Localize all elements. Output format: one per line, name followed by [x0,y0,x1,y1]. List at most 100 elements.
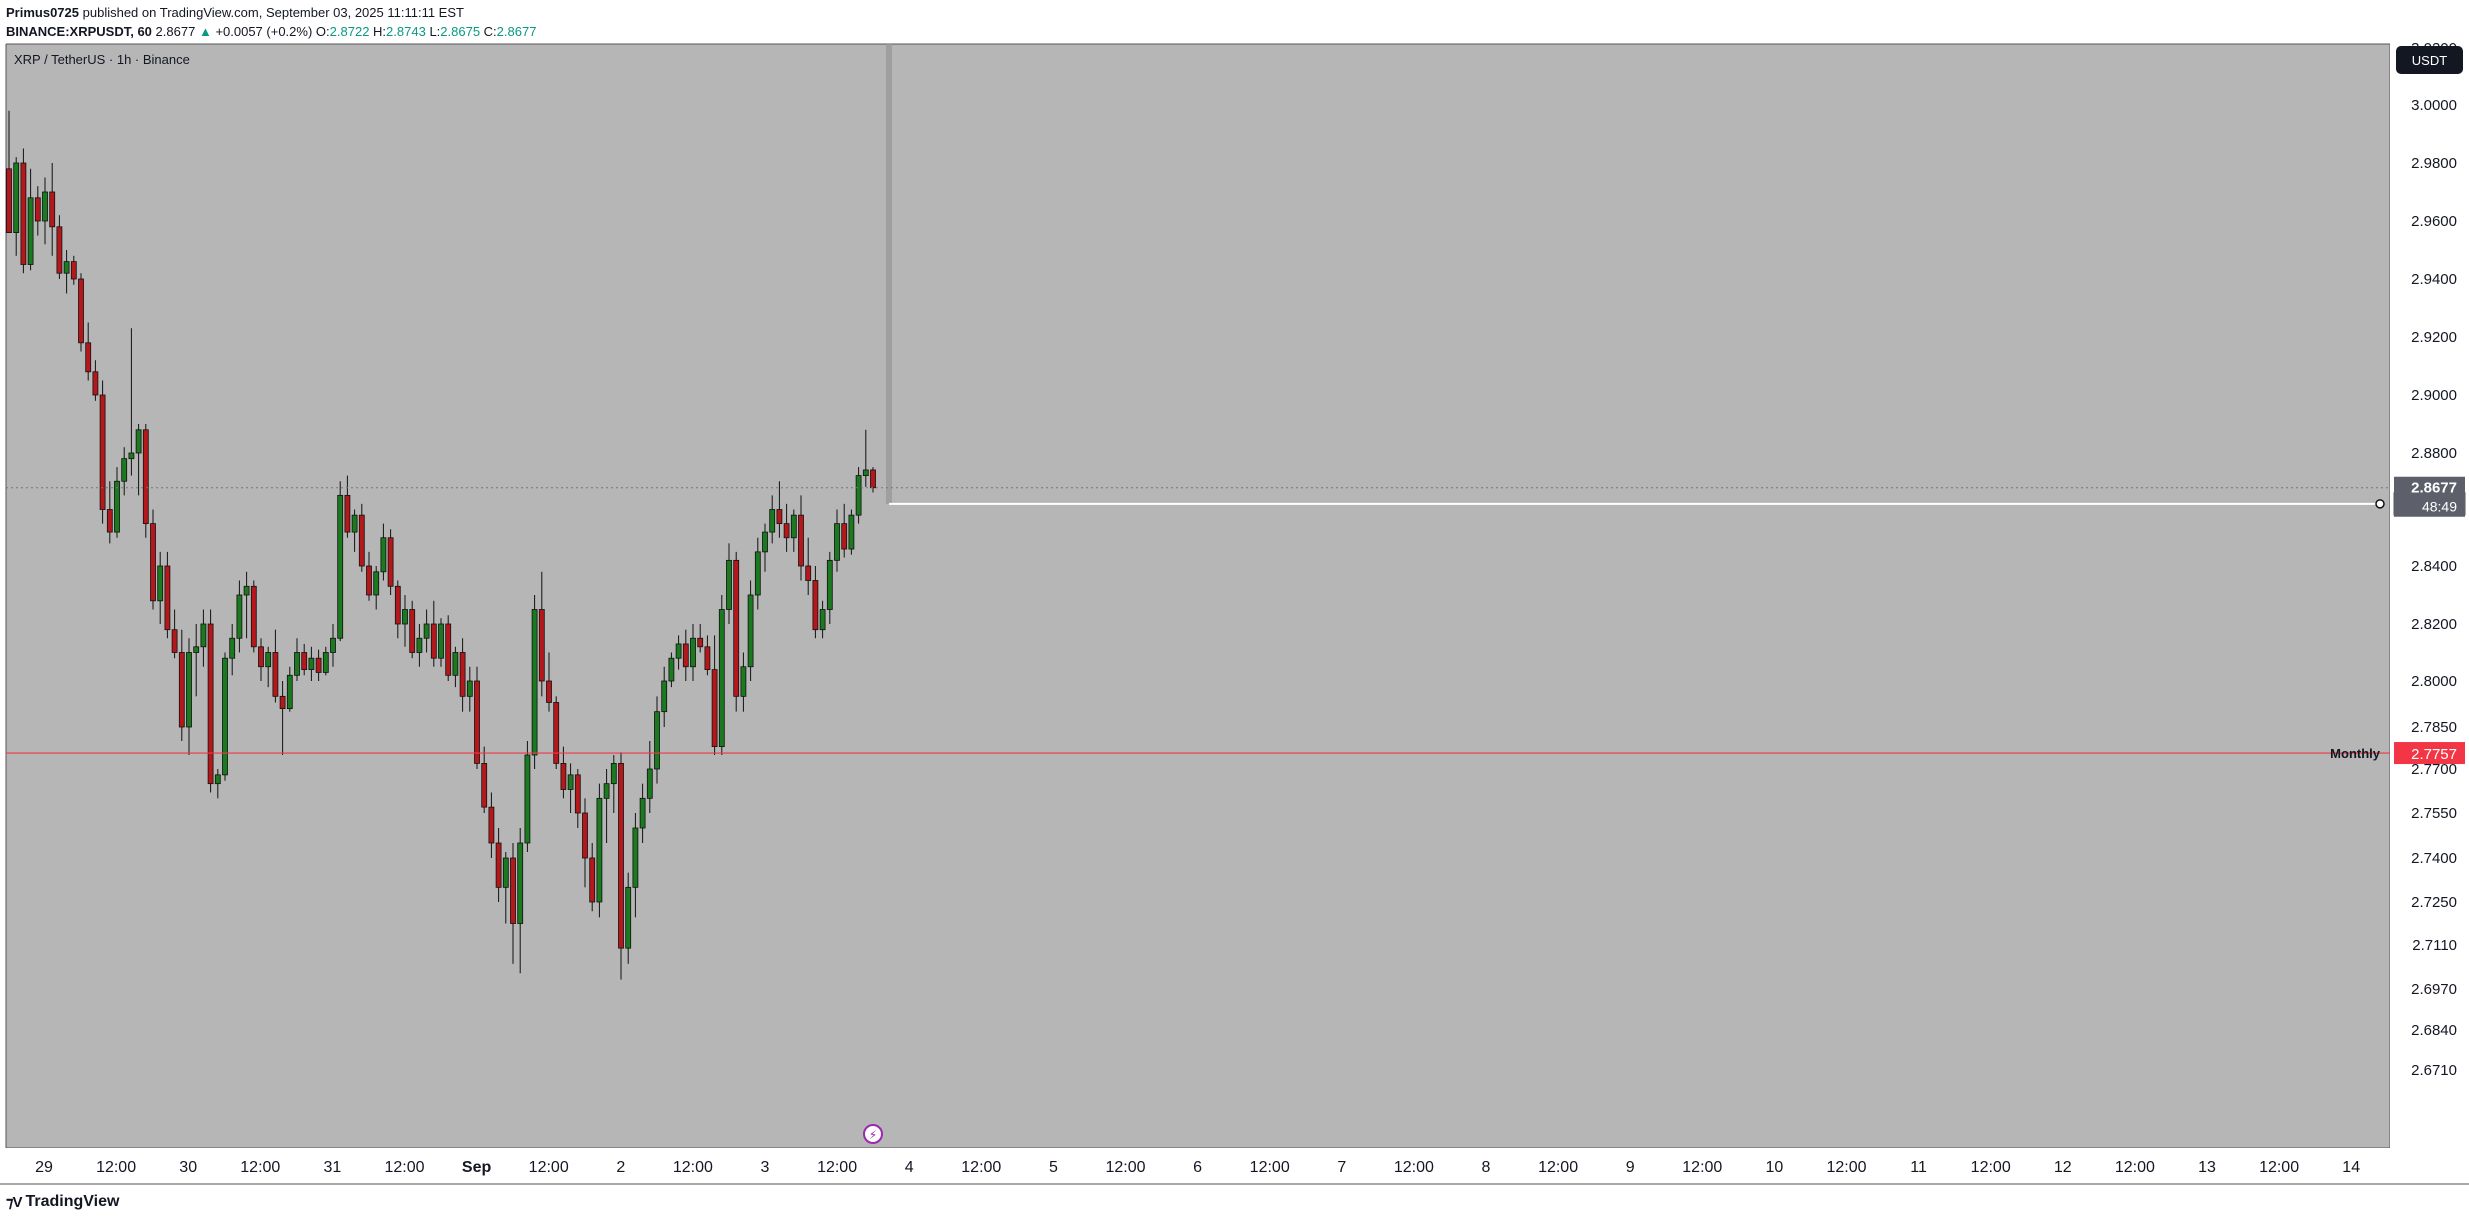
tv-logo-icon: ⁊V [6,1193,21,1211]
candle-body [273,653,278,697]
candle-body [172,630,177,653]
candle-body [518,843,523,924]
y-tick-label: 2.8200 [2411,616,2457,633]
currency-button-label: USDT [2412,53,2447,68]
candle-body [309,658,314,669]
x-tick-label: 12:00 [961,1159,1001,1176]
y-tick-label: 2.9400 [2411,271,2457,288]
candle-body [7,169,12,233]
y-tick-label: 2.7850 [2411,719,2457,736]
candle-body [784,524,789,538]
x-tick-label: 12:00 [817,1159,857,1176]
candle-body [410,610,415,653]
candle-body [165,566,170,630]
candle-body [230,638,235,658]
candle-body [323,653,328,673]
candle-body [763,532,768,552]
candle-body [791,515,796,538]
x-tick-label: 8 [1482,1159,1491,1176]
x-tick-label: 12:00 [2115,1159,2155,1176]
candle-body [669,658,674,681]
x-tick-label: 12:00 [2259,1159,2299,1176]
candle-body [388,538,393,587]
candle [734,552,739,712]
candle [223,653,228,781]
candle-body [712,670,717,747]
candle-body [820,610,825,630]
plot-area[interactable] [6,44,2390,1148]
candle [79,273,84,351]
x-tick-label: 14 [2342,1159,2360,1176]
candle [532,595,537,769]
candle-body [331,638,336,652]
y-tick-label: 2.7400 [2411,850,2457,867]
candle [554,696,559,769]
x-tick-label: 12 [2054,1159,2072,1176]
candle [597,784,602,918]
candle-body [100,395,105,510]
y-tick-label: 2.7550 [2411,805,2457,822]
candle [446,615,451,681]
candle-body [287,675,292,708]
candle [719,595,724,755]
x-tick-label: 9 [1626,1159,1635,1176]
candle-body [568,775,573,790]
candle-body [575,775,580,813]
candle-body [511,858,516,924]
candle-body [201,624,206,647]
candle [338,481,343,641]
y-tick-label: 2.7110 [2412,937,2457,954]
candle-body [295,653,300,676]
candle-body [691,638,696,667]
candle-body [446,624,451,675]
x-tick-label: 12:00 [1105,1159,1145,1176]
candle [856,467,861,524]
candle-body [129,453,134,459]
y-tick-label: 2.8400 [2411,558,2457,575]
candle-body [734,560,739,696]
candle-body [431,624,436,658]
candle-body [208,624,213,784]
tradingview-logo[interactable]: ⁊V TradingView [6,1193,119,1211]
session-marker-bar [886,44,892,504]
candle-body [417,638,422,652]
x-tick-label: 31 [324,1159,342,1176]
x-tick-label: 12:00 [1971,1159,2011,1176]
candle [251,581,256,653]
chart-title: XRP / TetherUS · 1h · Binance [14,52,190,67]
candle-body [561,763,566,789]
candle-body [215,775,220,784]
candle [151,510,156,610]
candle-body [676,644,681,658]
candle-body [338,495,343,638]
candle-body [799,515,804,566]
candle [100,381,105,524]
candle-body [611,763,616,783]
candle-body [453,653,458,676]
candle-body [813,581,818,630]
candle-body [640,798,645,828]
candle-body [748,595,753,667]
candle-body [50,192,55,227]
x-tick-label: 12:00 [384,1159,424,1176]
line-handle-icon[interactable] [2376,500,2384,508]
candle-body [403,610,408,625]
candle-body [806,566,811,581]
candle-body [259,647,264,667]
candle-body [79,279,84,343]
countdown-label: 48:49 [2422,499,2457,515]
candle-body [352,515,357,532]
x-tick-label: 11 [1910,1159,1927,1176]
candle-body [143,430,148,524]
candle-body [496,843,501,887]
y-tick-label: 3.0000 [2411,97,2457,114]
candle-body [467,681,472,696]
y-tick-label: 2.8000 [2411,673,2457,690]
y-tick-label: 2.6840 [2411,1022,2457,1039]
candle-body [28,198,33,265]
candle-body [151,524,156,601]
candle-body [619,763,624,948]
time-axis[interactable] [0,1148,2469,1184]
candle [619,752,624,979]
